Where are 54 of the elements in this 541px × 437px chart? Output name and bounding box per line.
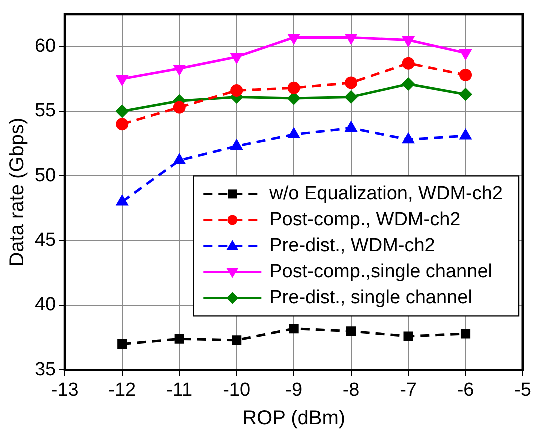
y-tick-label: 60 (34, 36, 56, 57)
x-tick-label: -11 (166, 380, 193, 401)
x-tick-label: -7 (400, 380, 417, 401)
point (174, 154, 186, 164)
point (230, 84, 244, 97)
legend-label: Pre-dist., WDM-ch2 (270, 235, 436, 256)
point (174, 334, 184, 344)
legend-label: Pre-dist., single channel (270, 287, 472, 308)
legend-label: Post-comp.,single channel (270, 261, 492, 282)
point (116, 105, 129, 118)
point (174, 64, 186, 75)
x-axis-title: ROP (dBm) (242, 408, 346, 430)
y-tick-label: 40 (34, 294, 56, 316)
point (288, 34, 300, 44)
x-tick-label: -5 (514, 380, 532, 401)
point (231, 53, 242, 64)
x-tick-label: -6 (457, 380, 474, 401)
point (402, 57, 415, 70)
point (345, 90, 358, 104)
point (116, 118, 129, 131)
point (460, 49, 472, 60)
point (118, 340, 128, 350)
x-tick-label: -13 (51, 380, 79, 401)
point (173, 101, 186, 114)
legend-label: Post-comp., WDM-ch2 (270, 209, 461, 230)
point (116, 75, 128, 86)
point (232, 336, 242, 346)
point (231, 140, 242, 150)
point (346, 122, 357, 132)
point (460, 68, 472, 82)
y-tick-label: 50 (34, 165, 56, 186)
point (288, 128, 300, 138)
point (460, 88, 472, 101)
point (345, 76, 358, 90)
point (402, 134, 414, 144)
point (346, 34, 357, 44)
point (116, 196, 128, 206)
y-tick-label: 35 (34, 359, 56, 380)
point (289, 324, 299, 334)
y-tick-label: 55 (34, 100, 56, 122)
legend-label: w/o Equalization, WDM-ch2 (268, 183, 504, 204)
y-axis-title: Data rate (Gbps) (6, 118, 29, 267)
point (346, 326, 356, 336)
point (404, 332, 414, 342)
x-tick-label: -12 (108, 380, 136, 401)
x-tick-label: -8 (342, 380, 360, 401)
point (402, 36, 414, 47)
point (288, 82, 300, 94)
point (460, 329, 471, 339)
point (402, 78, 415, 91)
point (460, 130, 472, 140)
y-tick-label: 45 (34, 230, 56, 252)
x-tick-label: -10 (223, 380, 251, 401)
x-tick-label: -9 (286, 380, 303, 401)
